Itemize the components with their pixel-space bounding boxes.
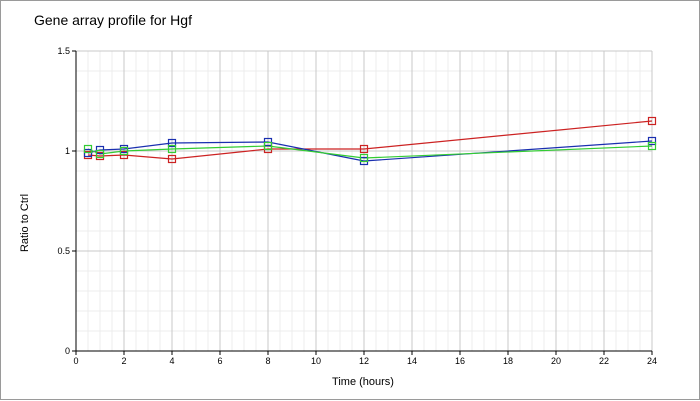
chart-title: Gene array profile for Hgf — [34, 12, 192, 28]
series-group — [83, 116, 657, 166]
series-3-point — [359, 153, 369, 163]
y-axis-label: Ratio to Ctrl — [19, 194, 31, 252]
x-tick-label: 24 — [647, 356, 657, 366]
series-1-point — [359, 144, 369, 154]
x-tick-label: 8 — [265, 356, 270, 366]
x-tick-label: 2 — [121, 356, 126, 366]
series-2-point — [647, 136, 657, 146]
series-1-point — [167, 154, 177, 164]
x-tick-label: 10 — [311, 356, 321, 366]
x-tick-label: 4 — [169, 356, 174, 366]
x-tick-label: 22 — [599, 356, 609, 366]
series-3-point — [647, 141, 657, 151]
series-2-point — [167, 138, 177, 148]
x-tick-label: 20 — [551, 356, 561, 366]
y-tick-label: 1 — [65, 146, 70, 156]
series-3-point — [263, 141, 273, 151]
x-tick-label: 18 — [503, 356, 513, 366]
x-tick-label: 12 — [359, 356, 369, 366]
y-tick-label: 0.5 — [57, 246, 70, 256]
series-1-point — [647, 116, 657, 126]
x-tick-label: 14 — [407, 356, 417, 366]
major-grid — [75, 50, 653, 352]
x-tick-label: 16 — [455, 356, 465, 366]
series-3-point — [83, 144, 93, 154]
series-3-point — [167, 144, 177, 154]
y-tick-label: 0 — [65, 346, 70, 356]
x-axis-label: Time (hours) — [332, 376, 394, 388]
x-tick-label: 0 — [73, 356, 78, 366]
axes — [72, 50, 653, 355]
series-1-line — [87, 120, 653, 160]
y-tick-label: 1.5 — [57, 46, 70, 56]
series-3-point — [119, 146, 129, 156]
series-3-point — [95, 149, 105, 159]
x-tick-label: 6 — [217, 356, 222, 366]
